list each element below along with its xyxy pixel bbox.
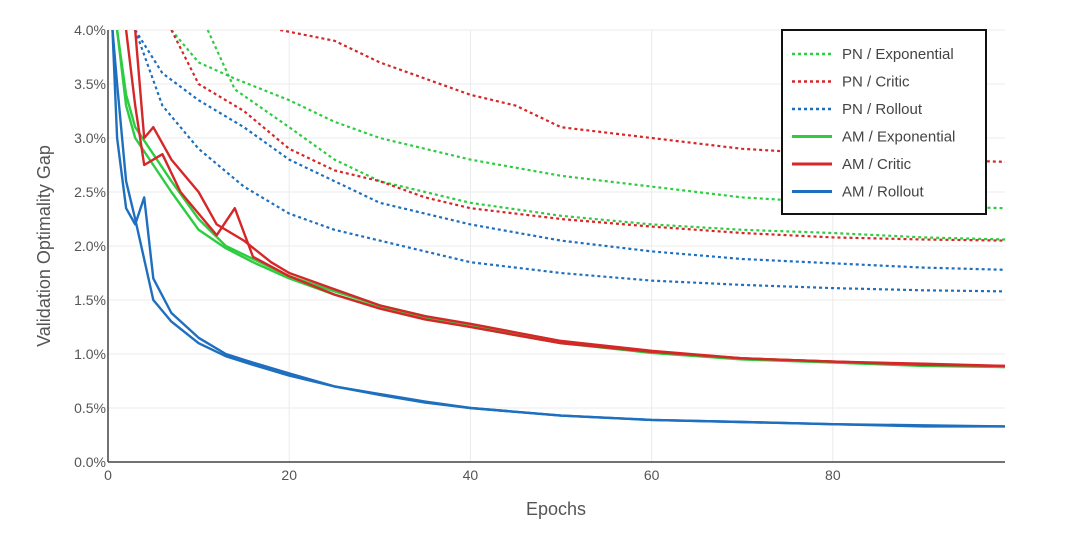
y-tick-label: 0.5%	[74, 400, 106, 416]
legend-label: AM / Rollout	[842, 184, 925, 201]
y-tick-label: 1.0%	[74, 346, 106, 362]
legend-label: PN / Critic	[842, 74, 910, 91]
legend: PN / Exponential PN / Critic PN / Rollout A…	[781, 29, 987, 215]
x-tick-label: 80	[825, 467, 841, 483]
series-line-pn-exponential	[206, 30, 1005, 241]
series-line-pn-rollout	[134, 30, 1005, 271]
tick-labels: 0.0% 0.5% 1.0% 1.5% 2.0% 2.5% 3.0% 3.5% 4.0% 0 20 4…	[74, 22, 841, 483]
legend-label: AM / Critic	[842, 156, 912, 173]
axes	[107, 30, 1005, 463]
series-line-pn-rollout	[134, 30, 1005, 293]
y-tick-label: 3.5%	[74, 76, 106, 92]
y-tick-label: 2.5%	[74, 184, 106, 200]
series-line-am-critic	[124, 30, 1005, 368]
x-tick-label: 20	[281, 467, 297, 483]
legend-box	[781, 29, 987, 215]
series-layer	[111, 30, 1005, 428]
legend-label: AM / Exponential	[842, 129, 955, 146]
y-axis-label: Validation Optimality Gap	[34, 145, 54, 347]
x-tick-label: 40	[463, 467, 479, 483]
series-line-am-rollout	[111, 30, 1005, 428]
y-tick-label: 2.0%	[74, 238, 106, 254]
y-tick-label: 4.0%	[74, 22, 106, 38]
x-tick-label: 0	[104, 467, 112, 483]
legend-label: PN / Exponential	[842, 46, 954, 63]
y-tick-label: 3.0%	[74, 130, 106, 146]
x-axis-label: Epochs	[526, 499, 586, 519]
series-line-pn-exponential	[170, 30, 1005, 210]
y-tick-label: 1.5%	[74, 292, 106, 308]
y-tick-label: 0.0%	[74, 454, 106, 470]
legend-label: PN / Rollout	[842, 101, 923, 118]
x-tick-label: 60	[644, 467, 660, 483]
series-line-pn-critic	[279, 30, 1005, 163]
